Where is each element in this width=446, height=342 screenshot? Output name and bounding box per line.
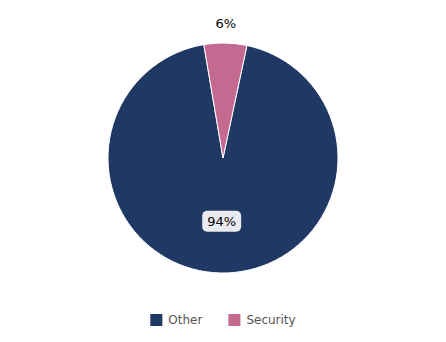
pie-slice <box>204 43 247 158</box>
data-label: 94% <box>207 214 236 229</box>
data-label-background <box>202 211 241 232</box>
chart: 94% 6% Other Security <box>0 0 446 342</box>
slices <box>108 43 338 273</box>
legend-label: Security <box>246 313 295 327</box>
legend-label: Other <box>168 313 202 327</box>
data-label: 6% <box>216 16 237 31</box>
data-label-background <box>211 13 242 34</box>
legend: Other Security <box>150 313 295 327</box>
legend-swatch <box>150 314 162 326</box>
data-labels: 94% 6% <box>202 13 241 232</box>
legend-swatch <box>228 314 240 326</box>
